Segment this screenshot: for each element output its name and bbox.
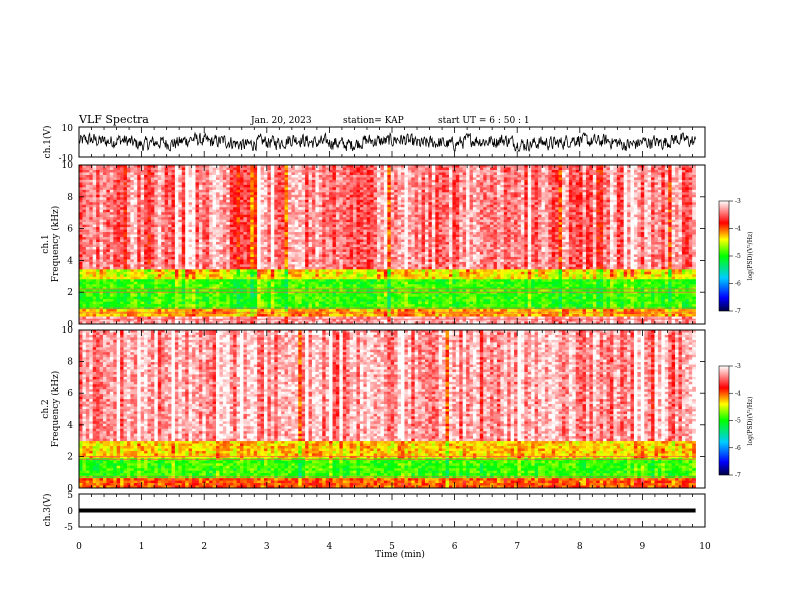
colorbar-tick-label: -7 xyxy=(735,472,741,479)
colorbar-ch2-gradient xyxy=(718,365,730,476)
frequency-tick-label: 4 xyxy=(67,256,73,266)
time-tick-label: 9 xyxy=(640,542,646,552)
colorbar-ch1-ticks: -3 -4 -5 -6 -7 xyxy=(729,198,741,315)
ch3-waveform-ylabel: ch.3(V) xyxy=(42,494,53,527)
date-label: Jan. 20, 2023 xyxy=(250,116,312,126)
colorbar-ch1-label: log(PSD)(V²/Hz) xyxy=(747,232,754,281)
ch1-waveform-ylabel: ch.1(V) xyxy=(42,126,53,159)
colorbar-tick-label: -5 xyxy=(735,253,741,260)
frequency-tick-label: 0 xyxy=(67,320,73,330)
colorbar-tick-label: -4 xyxy=(735,390,741,397)
ch3-waveform-panel: 5 0 -5 ch.3(V) 0 1 2 3 4 5 6 7 8 9 10 Time (min) xyxy=(42,491,711,560)
frequency-tick-label: 6 xyxy=(67,389,73,399)
time-tick-label: 5 xyxy=(389,542,395,552)
time-tick-label: 2 xyxy=(201,542,207,552)
ch3-ytick-top: 5 xyxy=(67,491,73,501)
ch2-spectrogram-ticks xyxy=(78,330,706,488)
station-label: station= KAP xyxy=(343,116,404,126)
time-tick-label: 8 xyxy=(577,542,583,552)
colorbar-ch1-gradient xyxy=(718,200,730,312)
ch1-spectrogram-image xyxy=(79,165,705,325)
time-axis-label: Time (min) xyxy=(375,549,425,560)
ch2-spectrogram-yticks: 0 2 4 6 8 10 xyxy=(62,326,705,494)
frequency-tick-label: 0 xyxy=(67,484,73,494)
colorbar-tick-label: -5 xyxy=(735,418,741,425)
start-time-label: start UT = 6 : 50 : 1 xyxy=(438,116,530,126)
ch2-spectrogram-image xyxy=(79,330,705,489)
colorbar-tick-label: -4 xyxy=(735,226,741,233)
time-tick-label: 1 xyxy=(139,542,145,552)
frequency-tick-label: 8 xyxy=(67,193,73,203)
time-tick-label: 10 xyxy=(699,542,711,552)
ch1-waveform-line xyxy=(78,131,696,153)
frequency-tick-label: 2 xyxy=(67,452,73,462)
ch3-waveform-line xyxy=(79,508,696,513)
ch1-spectrogram-ticks xyxy=(78,165,706,324)
colorbar-tick-label: -7 xyxy=(735,308,741,315)
ch1-spectrogram-panel: 0 2 4 6 8 10 ch.1 Frequency (kHz) xyxy=(41,161,706,330)
ch3-ytick-mid: 0 xyxy=(67,507,73,517)
time-tick-label: 7 xyxy=(514,542,520,552)
ch3-ytick-bottom: -5 xyxy=(64,523,73,533)
ch2-spectrogram-panel: 0 2 4 6 8 10 ch.2 Frequency (kHz) xyxy=(41,326,706,494)
colorbar-tick-label: -3 xyxy=(735,198,741,205)
ch2-spectrogram-channel-label: ch.2 xyxy=(41,399,51,418)
ch1-spectrogram-yticks: 0 2 4 6 8 10 xyxy=(62,161,705,330)
time-tick-label: 0 xyxy=(76,542,82,552)
time-tick-label: 4 xyxy=(327,542,333,552)
ch1-ytick-bottom: -10 xyxy=(59,154,74,164)
frequency-tick-label: 4 xyxy=(67,421,73,431)
colorbar-ch2-label: log(PSD)(V²/Hz) xyxy=(747,397,754,446)
frequency-tick-label: 10 xyxy=(62,326,74,336)
colorbar-tick-label: -6 xyxy=(735,445,741,452)
colorbar-ch2-ticks: -3 -4 -5 -6 -7 xyxy=(729,363,741,479)
ch1-spectrogram-channel-label: ch.1 xyxy=(41,234,51,253)
frequency-tick-label: 8 xyxy=(67,358,73,368)
ch1-waveform-ticks xyxy=(78,127,706,157)
ch1-spectrogram-ylabel: Frequency (kHz) xyxy=(50,206,61,283)
frequency-tick-label: 2 xyxy=(67,288,73,298)
colorbar-tick-label: -6 xyxy=(735,281,741,288)
frequency-tick-label: 6 xyxy=(67,225,73,235)
colorbar-tick-label: -3 xyxy=(735,363,741,370)
time-axis-tick-labels: 0 1 2 3 4 5 6 7 8 9 10 xyxy=(76,542,711,552)
ch2-spectrogram-ylabel: Frequency (kHz) xyxy=(50,371,61,448)
ch3-waveform-ticks xyxy=(78,494,706,527)
ch1-ytick-top: 10 xyxy=(62,124,74,134)
ch1-waveform-panel: 10 -10 ch.1(V) xyxy=(42,124,706,164)
colorbar-ch2: -3 -4 -5 -6 -7 log(PSD)(V²/Hz) xyxy=(718,363,754,479)
frequency-tick-label: 10 xyxy=(62,161,74,171)
time-tick-label: 3 xyxy=(264,542,270,552)
colorbar-ch1: -3 -4 -5 -6 -7 log(PSD)(V²/Hz) xyxy=(718,198,754,315)
time-tick-label: 6 xyxy=(452,542,458,552)
figure-title: VLF Spectra xyxy=(78,113,149,126)
